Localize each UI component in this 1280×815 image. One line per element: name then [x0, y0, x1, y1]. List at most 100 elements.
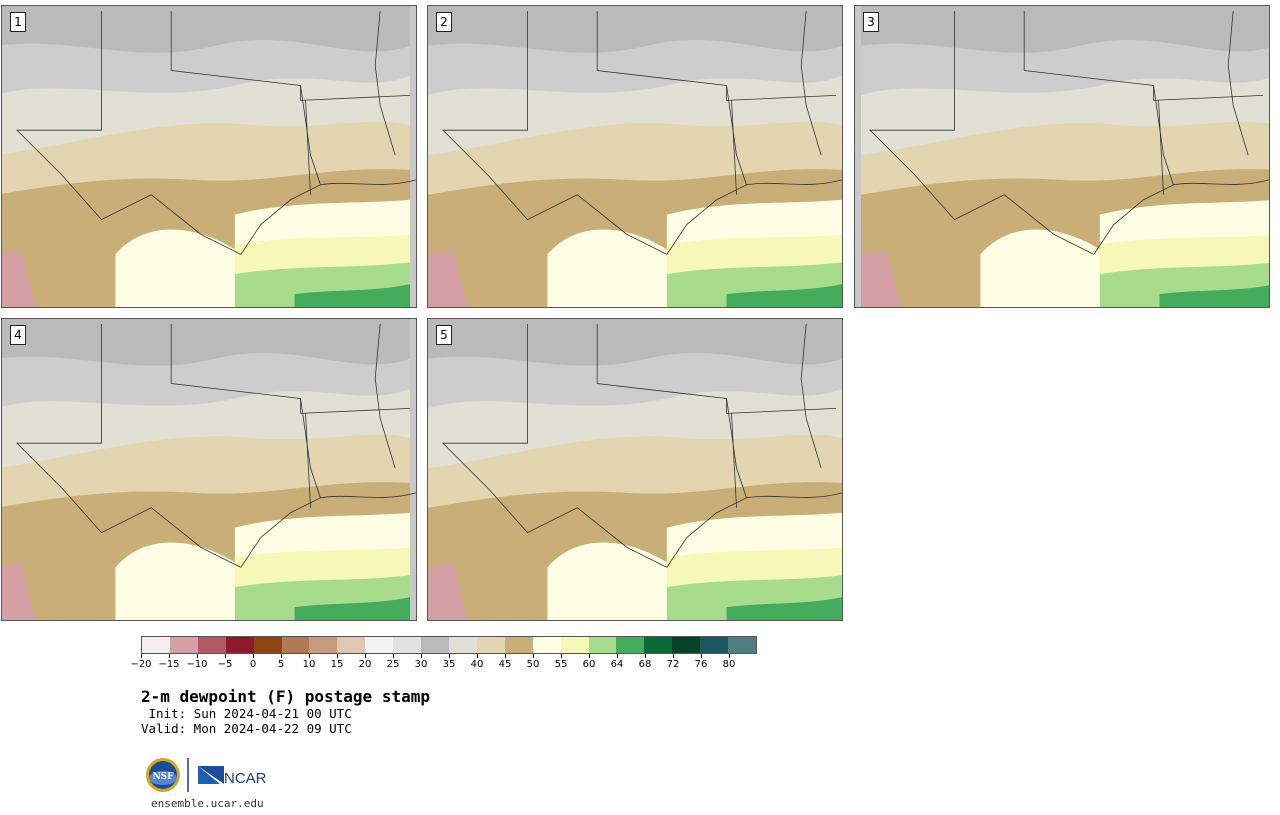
state-border — [441, 10, 668, 255]
state-border — [800, 10, 822, 156]
colorbar-cell — [644, 637, 673, 653]
nsf-ncar-logos: NSF NCAR — [146, 758, 267, 792]
panel-label: 1 — [10, 12, 26, 32]
colorbar-cell — [448, 637, 477, 653]
state-border — [374, 323, 396, 469]
colorbar-cell — [476, 637, 505, 653]
colorbar-tick — [281, 654, 282, 658]
colorbar-tick-label: 20 — [358, 659, 372, 670]
colorbar-cell — [532, 637, 561, 653]
colorbar-tick-label: 10 — [302, 659, 316, 670]
colorbar — [141, 636, 757, 654]
state-border — [1023, 10, 1174, 255]
state-border — [1227, 10, 1249, 156]
panel-label: 4 — [10, 325, 26, 345]
colorbar-tick-label: 80 — [722, 659, 736, 670]
dewpoint-region — [860, 249, 901, 307]
dewpoint-region — [726, 284, 842, 307]
state-border — [1153, 85, 1264, 101]
colorbar-tick-label: 30 — [414, 659, 428, 670]
dewpoint-region — [1159, 285, 1269, 307]
dewpoint-map — [2, 6, 416, 307]
colorbar-cell — [700, 637, 729, 653]
colorbar-tick-label: 0 — [249, 659, 257, 670]
colorbar-cell — [672, 637, 701, 653]
dewpoint-region — [726, 597, 842, 620]
colorbar-tick — [645, 654, 646, 658]
colorbar-tick — [225, 654, 226, 658]
colorbar-cell — [421, 637, 449, 653]
colorbar-tick-label: −10 — [186, 659, 208, 670]
dewpoint-map — [860, 6, 1269, 307]
dewpoint-region — [547, 229, 677, 307]
colorbar-tick — [505, 654, 506, 658]
state-border — [726, 85, 837, 101]
colorbar-cell — [197, 637, 226, 653]
website-url: ensemble.ucar.edu — [151, 797, 264, 810]
colorbar-tick-label: 5 — [277, 659, 285, 670]
nsf-logo-text: NSF — [152, 772, 174, 782]
colorbar-tick — [589, 654, 590, 658]
map-panel-3: 3 — [854, 5, 1270, 308]
panel-label: 2 — [436, 12, 452, 32]
state-border — [746, 492, 842, 499]
colorbar-tick — [309, 654, 310, 658]
dewpoint-region — [2, 562, 36, 620]
state-border — [800, 323, 822, 469]
colorbar-tick — [169, 654, 170, 658]
state-border — [868, 10, 1095, 255]
colorbar-tick — [421, 654, 422, 658]
state-border — [170, 323, 321, 568]
colorbar-tick-label: 40 — [470, 659, 484, 670]
dewpoint-region — [294, 284, 411, 307]
colorbar-cell — [393, 637, 422, 653]
state-border — [1158, 100, 1164, 195]
colorbar-tick-label: 55 — [554, 659, 568, 670]
state-border — [300, 85, 411, 101]
state-border — [596, 10, 747, 255]
dewpoint-map — [428, 319, 842, 620]
state-border — [300, 398, 411, 414]
colorbar-tick-label: 76 — [694, 659, 708, 670]
dewpoint-region — [547, 542, 677, 620]
panel-label: 3 — [863, 12, 879, 32]
colorbar-tick — [701, 654, 702, 658]
state-border — [170, 10, 321, 255]
colorbar-cell — [365, 637, 394, 653]
colorbar-tick-label: 64 — [610, 659, 624, 670]
colorbar-tick — [477, 654, 478, 658]
colorbar-cell — [142, 637, 170, 653]
state-border — [305, 100, 311, 195]
colorbar-tick — [253, 654, 254, 658]
chart-title: 2-m dewpoint (F) postage stamp — [141, 687, 430, 706]
colorbar-cell — [616, 637, 645, 653]
state-border — [1173, 179, 1269, 186]
map-panel-4: 4 — [1, 318, 417, 621]
colorbar-tick-label: 50 — [526, 659, 540, 670]
dewpoint-region — [2, 249, 36, 307]
colorbar-cell — [253, 637, 282, 653]
dewpoint-region — [980, 229, 1110, 307]
colorbar-tick — [141, 654, 142, 658]
colorbar-tick-label: −5 — [217, 659, 233, 670]
dewpoint-region — [115, 229, 245, 307]
dewpoint-map — [428, 6, 842, 307]
ncar-logo-icon: NCAR — [198, 766, 267, 787]
colorbar-cell — [560, 637, 589, 653]
colorbar-cell — [169, 637, 198, 653]
state-border — [746, 179, 842, 186]
dewpoint-map — [2, 319, 416, 620]
state-border — [320, 179, 416, 186]
colorbar-tick — [393, 654, 394, 658]
colorbar-tick — [617, 654, 618, 658]
map-panel-1: 1 — [1, 5, 417, 308]
dewpoint-region — [428, 249, 468, 307]
state-border — [374, 10, 396, 156]
colorbar-tick — [449, 654, 450, 658]
dewpoint-region — [294, 597, 411, 620]
state-border — [441, 323, 668, 568]
init-time: Init: Sun 2024-04-21 00 UTC — [141, 706, 352, 721]
colorbar-tick — [365, 654, 366, 658]
colorbar-tick — [729, 654, 730, 658]
colorbar-cell — [504, 637, 533, 653]
